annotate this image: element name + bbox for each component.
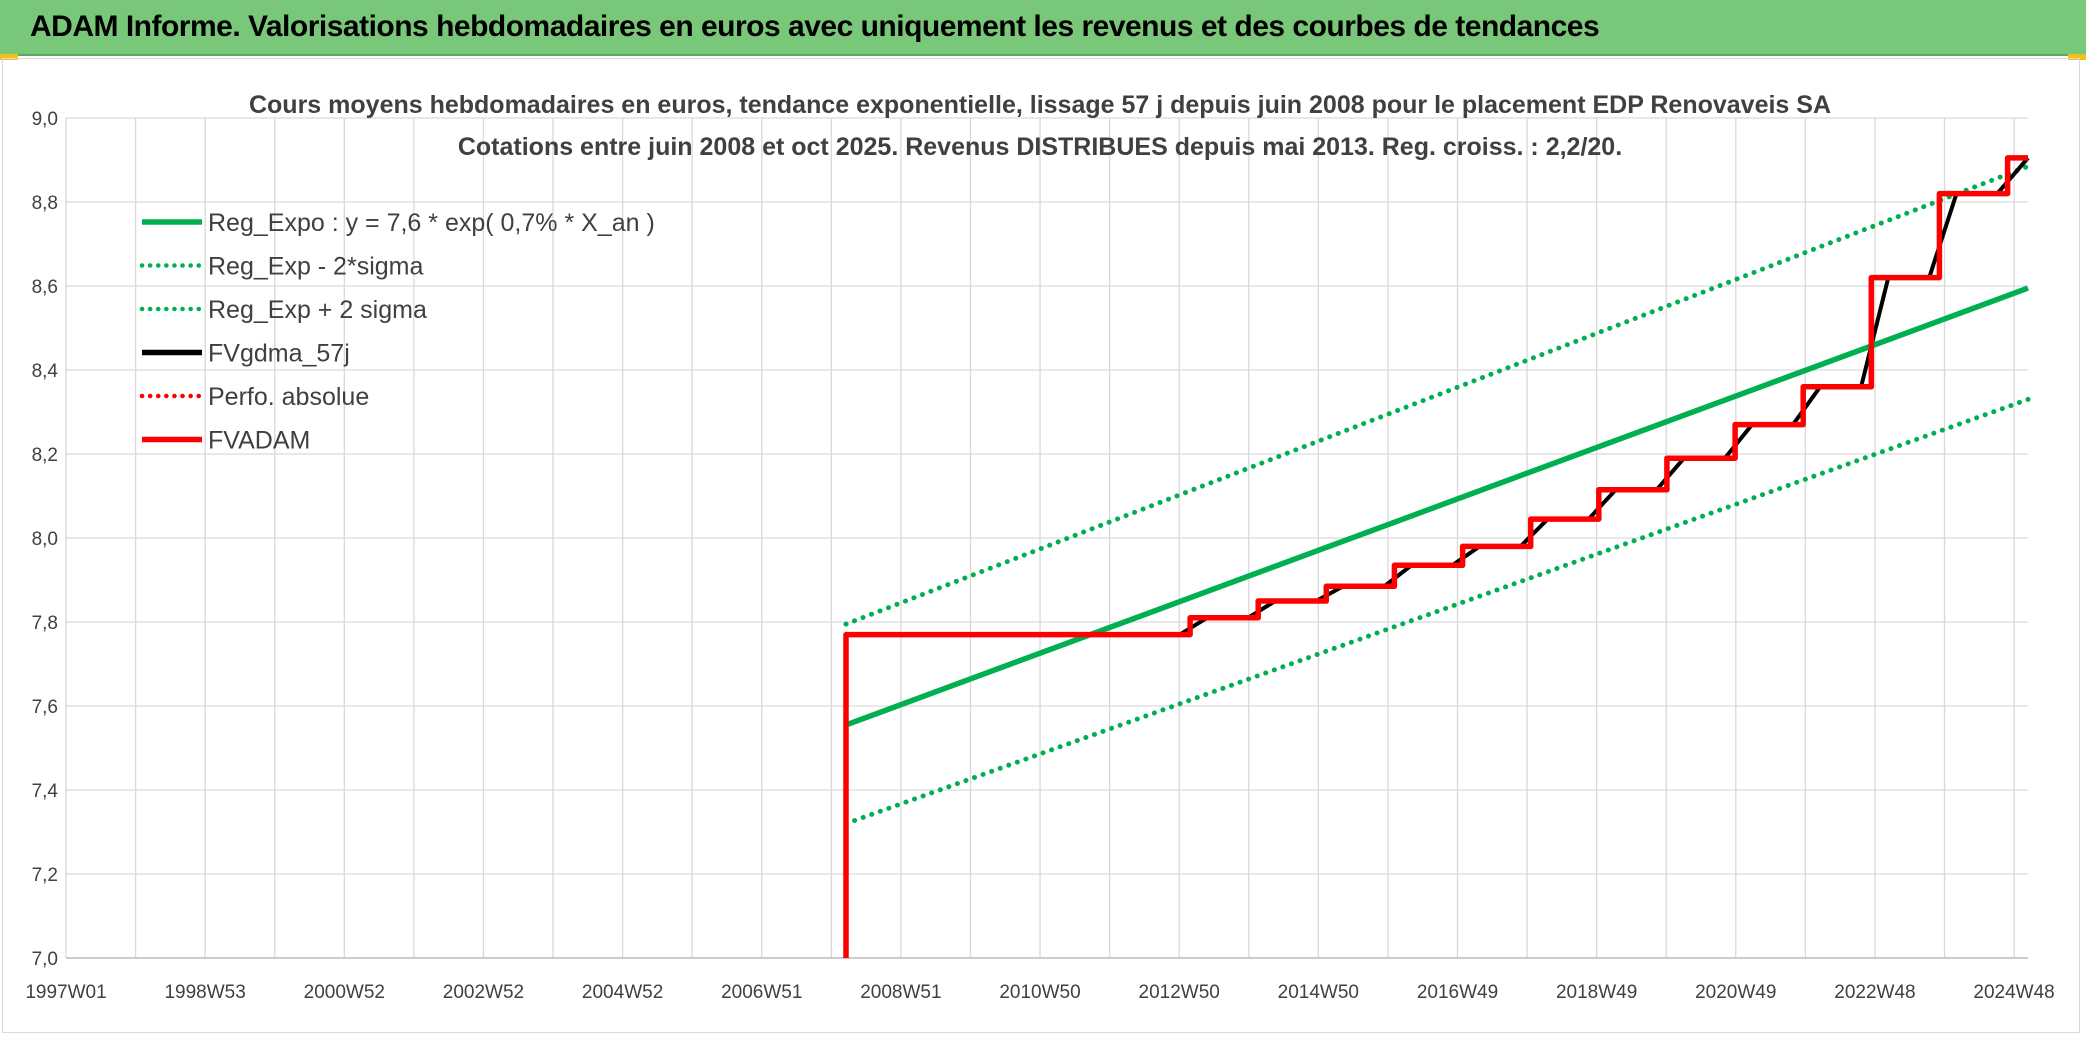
y-tick-label: 8,4 (32, 361, 59, 382)
x-tick-label: 2012W50 (1139, 982, 1220, 1003)
y-tick-label: 7,4 (32, 781, 59, 802)
x-tick-label: 2006W51 (721, 982, 802, 1003)
y-tick-label: 7,2 (32, 865, 58, 886)
y-tick-label: 8,8 (32, 193, 58, 214)
series (843, 155, 2031, 958)
series-line-0 (845, 285, 2029, 728)
grid (65, 117, 2028, 959)
x-tick-label: 2014W50 (1278, 982, 1359, 1003)
x-tick-label: 2000W52 (304, 982, 385, 1003)
x-tick-label: 2020W49 (1695, 982, 1776, 1003)
x-tick-label: 1997W01 (25, 982, 106, 1003)
x-tick-label: 1998W53 (164, 982, 245, 1003)
y-tick-label: 9,0 (32, 109, 58, 130)
series-line-5 (843, 155, 2028, 958)
chart-subtitle: Cotations entre juin 2008 et oct 2025. R… (458, 133, 1622, 161)
y-tick-label: 7,0 (32, 949, 58, 970)
corner-mark-left (0, 54, 18, 60)
x-tick-label: 2004W52 (582, 982, 663, 1003)
corner-mark-right (2068, 54, 2086, 60)
page-title: ADAM Informe. Valorisations hebdomadaire… (30, 10, 1600, 43)
legend-label: Reg_Expo : y = 7,6 * exp( 0,7% * X_an ) (208, 209, 655, 237)
y-tick-label: 8,6 (32, 277, 58, 298)
x-tick-label: 2022W48 (1834, 982, 1915, 1003)
x-tick-label: 2008W51 (860, 982, 941, 1003)
y-tick-label: 7,8 (32, 613, 58, 634)
x-tick-label: 2016W49 (1417, 982, 1498, 1003)
y-tick-label: 8,0 (32, 529, 58, 550)
chart-frame (2, 58, 2080, 1033)
legend-label: FVADAM (208, 427, 310, 455)
x-tick-label: 2018W49 (1556, 982, 1637, 1003)
legend-label: Reg_Exp - 2*sigma (208, 253, 423, 281)
series-line-2 (843, 163, 2031, 627)
legend-label: FVgdma_57j (208, 340, 350, 368)
y-tick-label: 8,2 (32, 445, 58, 466)
chart-title: Cours moyens hebdomadaires en euros, ten… (249, 91, 1831, 119)
legend: Reg_Expo : y = 7,6 * exp( 0,7% * X_an ) R… (139, 209, 655, 455)
legend-label: Perfo. absolue (208, 383, 369, 411)
x-tick-label: 2002W52 (443, 982, 524, 1003)
y-tick-label: 7,6 (32, 697, 58, 718)
legend-label: Reg_Exp + 2 sigma (208, 296, 427, 324)
axes: 7,0 7,2 7,4 7,6 7,8 8,0 8,2 8,4 8,6 8,8 9,0 1997W01… (25, 109, 2054, 1003)
x-tick-label: 2024W48 (1973, 982, 2054, 1003)
x-tick-label: 2010W50 (999, 982, 1080, 1003)
header-bar: ADAM Informe. Valorisations hebdomadaire… (0, 0, 2086, 56)
series-line-1 (843, 396, 2031, 827)
